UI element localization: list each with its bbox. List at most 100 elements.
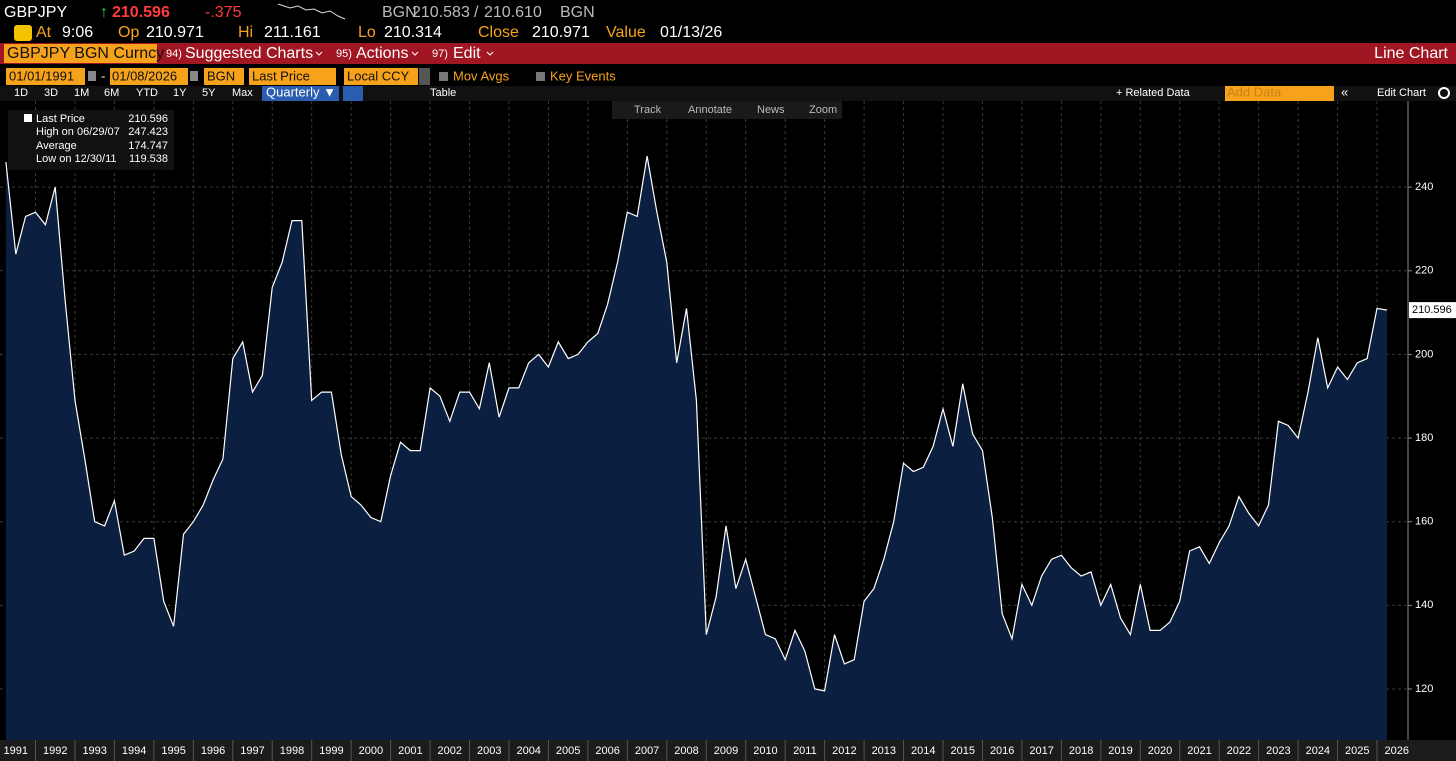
- x-tick-label: 1998: [280, 745, 304, 757]
- frequency-box[interactable]: [262, 86, 339, 101]
- x-tick-label: 2011: [793, 745, 817, 757]
- currency-box[interactable]: [344, 68, 418, 85]
- y-tick-label: 160: [1415, 516, 1433, 528]
- period[interactable]: 1Y: [173, 87, 187, 99]
- field-box[interactable]: [249, 68, 336, 85]
- field-label: Value: [606, 24, 646, 41]
- currency[interactable]: Local CCY: [347, 68, 409, 83]
- legend-value: 174.747: [128, 140, 168, 152]
- source[interactable]: BGN: [207, 68, 235, 83]
- field-label: At: [36, 24, 52, 41]
- settings-icon[interactable]: [1438, 87, 1450, 99]
- checkbox[interactable]: [439, 72, 448, 81]
- menu-number: 97): [432, 48, 448, 60]
- end-date[interactable]: 01/08/2026: [112, 68, 177, 83]
- last-price: 210.596: [112, 4, 170, 21]
- x-tick-label: 2005: [556, 745, 580, 757]
- calendar-icon[interactable]: [88, 71, 96, 81]
- period[interactable]: 1D: [14, 87, 28, 99]
- ask: 210.610: [484, 4, 542, 21]
- period[interactable]: 6M: [104, 87, 119, 99]
- chart-toolbar: [612, 101, 842, 119]
- x-tick-label: 2000: [359, 745, 383, 757]
- tool[interactable]: Zoom: [809, 104, 837, 116]
- x-tick-label: 1999: [319, 745, 343, 757]
- add-data-box[interactable]: [1225, 86, 1334, 101]
- add-data[interactable]: Add Data: [1227, 84, 1282, 99]
- checkbox[interactable]: [536, 72, 545, 81]
- y-tick-label: 240: [1415, 181, 1433, 193]
- end-date-box[interactable]: [110, 68, 188, 85]
- frequency[interactable]: Quarterly ▼: [266, 84, 336, 99]
- x-tick-label: 2007: [635, 745, 659, 757]
- line-icon[interactable]: [343, 86, 363, 101]
- mov-avgs[interactable]: Mov Avgs: [453, 68, 510, 83]
- y-tick-label: 140: [1415, 599, 1433, 611]
- menu-item[interactable]: Suggested Charts: [185, 45, 313, 62]
- x-tick-label: 2022: [1227, 745, 1251, 757]
- x-tick-label: 2004: [516, 745, 540, 757]
- x-tick-label: 1994: [122, 745, 146, 757]
- field-label: Lo: [358, 24, 376, 41]
- security[interactable]: GBPJPY BGN Curncy: [7, 45, 164, 62]
- period[interactable]: Max: [232, 87, 253, 99]
- x-tick-label: 1991: [4, 745, 28, 757]
- tool[interactable]: Annotate: [688, 104, 732, 116]
- y-tick-label: 220: [1415, 265, 1433, 277]
- menu-item[interactable]: Actions: [356, 45, 408, 62]
- x-tick-label: 2013: [872, 745, 896, 757]
- currency-dropdown[interactable]: [419, 68, 430, 85]
- field[interactable]: Last Price: [252, 68, 310, 83]
- tool[interactable]: News: [757, 104, 785, 116]
- separator: /: [474, 4, 479, 21]
- menu-item[interactable]: Edit: [453, 45, 481, 62]
- related-data[interactable]: + Related Data: [1116, 87, 1191, 99]
- view-name: Line Chart: [1374, 45, 1448, 62]
- x-tick-label: 2017: [1029, 745, 1053, 757]
- key-events[interactable]: Key Events: [550, 68, 616, 83]
- y-tick-label: 200: [1415, 348, 1433, 360]
- table-button[interactable]: Table: [430, 87, 456, 99]
- x-axis-bar: [0, 740, 1456, 761]
- y-tick-label: 120: [1415, 683, 1433, 695]
- legend-value: 119.538: [129, 153, 168, 165]
- legend-label: Low on 12/30/11: [36, 153, 117, 165]
- ask-source: BGN: [560, 4, 595, 21]
- date-dash: -: [101, 68, 105, 83]
- collapse-icon[interactable]: «: [1341, 84, 1348, 99]
- field-value: 210.314: [384, 24, 442, 41]
- field-value: 210.971: [532, 24, 590, 41]
- start-date-box[interactable]: [6, 68, 85, 85]
- tool[interactable]: Track: [634, 104, 662, 116]
- last-value-box: [1409, 302, 1456, 319]
- x-tick-label: 2020: [1148, 745, 1172, 757]
- dropdown-carets: [315, 51, 494, 56]
- x-tick-label: 1995: [161, 745, 185, 757]
- x-tick-label: 2009: [714, 745, 738, 757]
- period[interactable]: 5Y: [202, 87, 216, 99]
- period[interactable]: 3D: [44, 87, 58, 99]
- x-tick-label: 2014: [911, 745, 935, 757]
- x-tick-label: 2012: [832, 745, 856, 757]
- calendar-icon[interactable]: [190, 71, 198, 81]
- period[interactable]: YTD: [136, 87, 158, 99]
- x-tick-label: 2006: [595, 745, 619, 757]
- start-date[interactable]: 01/01/1991: [9, 68, 74, 83]
- x-tick-label: 2026: [1384, 745, 1408, 757]
- field-label: Op: [118, 24, 139, 41]
- x-tick-label: 2021: [1187, 745, 1211, 757]
- legend-swatch: [24, 114, 32, 122]
- period[interactable]: 1M: [74, 87, 89, 99]
- area-fill: [5, 156, 1387, 741]
- source-box[interactable]: [204, 68, 244, 85]
- field-value: 01/13/26: [660, 24, 722, 41]
- plot: 120 140 160 180 200 220 240 1991 1992 1993 1994 199…: [0, 101, 1456, 761]
- security-box[interactable]: [4, 44, 157, 63]
- x-tick-label: 1996: [201, 745, 225, 757]
- menu-number: 94): [166, 48, 182, 60]
- field-value: 9:06: [62, 24, 93, 41]
- sparkline: [277, 3, 346, 20]
- legend-value: 247.423: [128, 126, 168, 138]
- edit-chart[interactable]: Edit Chart: [1377, 87, 1426, 99]
